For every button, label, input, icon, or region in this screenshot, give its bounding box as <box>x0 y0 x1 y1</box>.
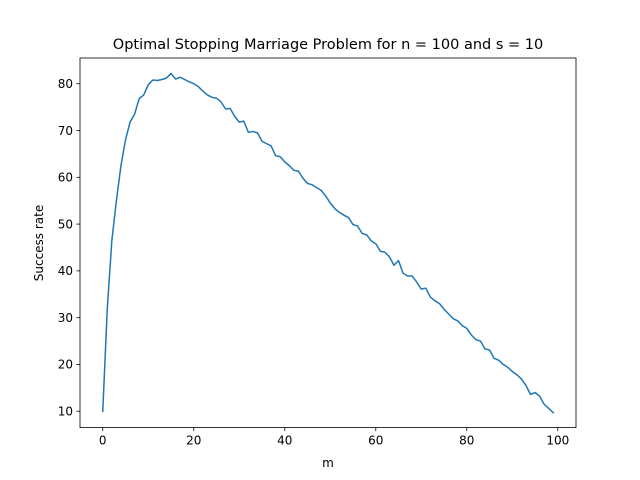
y-tick-label: 30 <box>58 311 73 325</box>
x-tick-label: 0 <box>99 434 107 448</box>
y-tick-label: 20 <box>58 358 73 372</box>
y-tick-label: 60 <box>58 171 73 185</box>
y-tick-label: 40 <box>58 264 73 278</box>
x-tick-label: 20 <box>186 434 201 448</box>
series-line <box>101 72 555 414</box>
y-tick-label: 70 <box>58 124 73 138</box>
y-axis-label: Success rate <box>32 205 46 282</box>
y-tick-label: 80 <box>58 77 73 91</box>
y-tick-label: 10 <box>58 405 73 419</box>
y-axis-ticks: 10 20 30 40 50 60 70 80 <box>58 77 80 419</box>
y-tick-label: 50 <box>58 217 73 231</box>
plot-frame <box>79 57 577 429</box>
chart-title: Optimal Stopping Marriage Problem for n … <box>113 37 543 53</box>
x-tick-label: 60 <box>368 434 383 448</box>
x-tick-label: 100 <box>546 434 569 448</box>
x-axis-ticks: 0 20 40 60 80 100 <box>99 427 569 448</box>
x-tick-label: 80 <box>459 434 474 448</box>
x-axis-label: m <box>322 456 334 470</box>
x-tick-label: 40 <box>277 434 292 448</box>
